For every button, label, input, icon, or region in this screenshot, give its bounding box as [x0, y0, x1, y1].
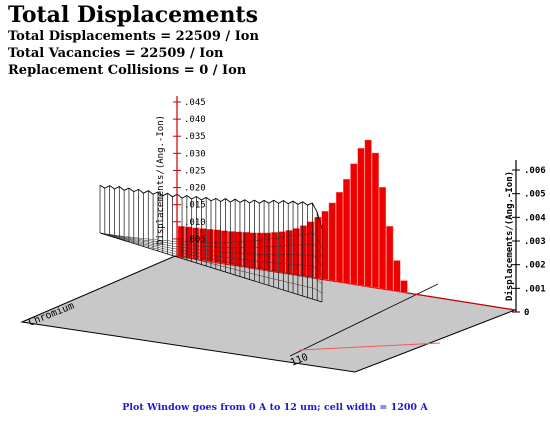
histogram-bar [335, 192, 343, 283]
wireframe-mesh [99, 232, 323, 294]
histogram-bar [271, 232, 279, 273]
histogram-bar [264, 232, 272, 271]
histogram-bar [379, 187, 387, 290]
floor-grid-line [289, 283, 439, 357]
right-axis-label: Displacements/(Ang.-Ion) [504, 171, 515, 301]
histogram-bar [228, 231, 236, 266]
histogram-bar [249, 232, 257, 269]
wireframe-mesh [99, 232, 323, 276]
left-tick-label: .030 [184, 149, 206, 159]
histogram-bar [321, 211, 329, 281]
histogram-bar [314, 217, 322, 279]
left-tick-label: .010 [184, 218, 206, 228]
histogram-bar [400, 280, 408, 293]
histogram-bar [213, 229, 221, 263]
floor-plane [20, 255, 517, 373]
histogram-series [177, 139, 408, 293]
histogram-bar [393, 260, 401, 292]
total-displacements-stat: Total Displacements = 22509 / Ion [8, 29, 259, 44]
right-tick-label: .005 [524, 190, 546, 200]
histogram-bar [285, 230, 293, 275]
histogram-bar [299, 225, 307, 277]
plot-window-note: Plot Window goes from 0 A to 12 um; cell… [122, 402, 428, 413]
histogram-bar [235, 231, 243, 267]
left-tick-label: .035 [184, 132, 206, 142]
histogram-bar [242, 232, 250, 268]
left-tick-label: .005 [184, 235, 206, 245]
right-tick-label: .001 [524, 284, 546, 294]
left-axis-label: Displacements/(Ang.-Ion) [156, 115, 166, 245]
histogram-bar [357, 148, 365, 286]
wireframe-mesh [99, 231, 323, 249]
left-tick-label: .040 [184, 115, 206, 125]
floor-red-line [299, 342, 441, 351]
wireframe-base [99, 232, 323, 303]
left-axis-ticks: .045 .040 .035 .030 .025 .020 .015 .010 .005 [173, 98, 206, 245]
histogram-bar [350, 163, 358, 285]
wireframe-mesh [99, 232, 323, 267]
left-tick-label: .015 [184, 201, 206, 211]
left-tick-label: .025 [184, 166, 206, 176]
histogram-bar [343, 178, 351, 284]
histogram-bar [307, 221, 315, 278]
wireframe-mesh [99, 232, 323, 258]
left-tick-label: .020 [184, 184, 206, 194]
total-vacancies-stat: Total Vacancies = 22509 / Ion [8, 46, 224, 61]
right-tick-label: .002 [524, 261, 546, 271]
histogram-bar [364, 139, 372, 287]
right-tick-label: 0 [524, 308, 529, 318]
replacement-collisions-stat: Replacement Collisions = 0 / Ion [8, 63, 247, 78]
right-tick-label: .004 [524, 213, 546, 223]
right-axis-ticks: .006 .005 .004 .003 .002 .001 0 [512, 166, 546, 318]
wireframe-mesh [99, 232, 323, 285]
left-tick-label: .045 [184, 98, 206, 108]
page-title: Total Displacements [8, 2, 258, 28]
wireframe-series [99, 184, 323, 303]
right-tick-label: .006 [524, 166, 546, 176]
histogram-bar [371, 152, 379, 289]
histogram-bar [328, 202, 336, 282]
right-tick-label: .003 [524, 237, 546, 247]
histogram-bar [256, 232, 264, 270]
histogram-bar [206, 228, 214, 262]
histogram-bar [386, 226, 394, 291]
wireframe-envelope [99, 184, 323, 229]
